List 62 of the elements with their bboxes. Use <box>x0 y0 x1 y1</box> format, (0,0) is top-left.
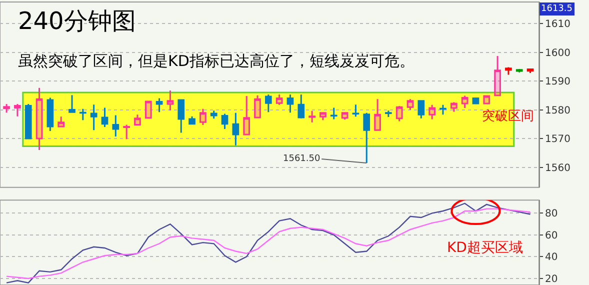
candlestick <box>374 98 381 131</box>
y-tick-label: 1570 <box>545 134 570 146</box>
y-tick-label: 60 <box>545 230 558 242</box>
candlestick <box>14 103 21 118</box>
candlestick <box>24 103 32 140</box>
candlestick <box>254 94 261 118</box>
y-tick-label: 1580 <box>545 105 570 116</box>
candlestick <box>68 94 76 114</box>
candlestick <box>494 55 501 96</box>
candlestick <box>36 87 43 151</box>
candlestick <box>264 94 272 113</box>
y-tick-label: 40 <box>545 252 558 264</box>
candlestick <box>144 100 152 119</box>
candlestick <box>461 94 468 109</box>
candlestick <box>210 110 218 120</box>
candlestick <box>46 96 54 132</box>
candlestick <box>363 112 370 164</box>
candlestick <box>505 66 512 76</box>
candlestick <box>428 104 436 120</box>
candlestick <box>188 116 196 125</box>
candlestick <box>200 108 206 126</box>
candlestick <box>483 94 490 104</box>
candlestick <box>80 108 86 121</box>
y-tick-label: 1600 <box>545 48 570 59</box>
candlestick <box>134 114 141 126</box>
text: 虽然突破了区间，但是KD指标已达高位了，短线岌岌可危。 <box>18 52 414 70</box>
y-tick-label: 1590 <box>545 76 570 88</box>
candlestick <box>3 103 10 114</box>
y-tick-label: 1610 <box>545 19 570 30</box>
candlestick <box>320 112 326 121</box>
candlestick <box>286 94 294 114</box>
candlestick <box>101 107 108 128</box>
candlestick <box>298 94 305 120</box>
y-tick-label: 80 <box>545 208 558 220</box>
candlestick <box>166 90 174 112</box>
candlestick <box>330 107 338 120</box>
y-tick-label: 1560 <box>545 162 570 174</box>
candlestick <box>178 99 185 134</box>
candlestick <box>450 102 458 113</box>
candlestick <box>112 114 120 138</box>
candlestick <box>58 116 65 128</box>
annotation: KD超买区域 <box>447 240 523 256</box>
candlestick <box>90 104 98 131</box>
candlestick <box>526 68 534 74</box>
candlestick <box>123 124 130 140</box>
y-tick-label: 20 <box>545 274 558 285</box>
candlestick <box>352 104 360 118</box>
candlestick <box>440 104 446 116</box>
candlestick <box>276 94 283 106</box>
candlestick <box>341 112 348 120</box>
candlestick <box>396 105 403 122</box>
chart-title: 240分钟图 <box>18 7 136 35</box>
candlestick <box>418 100 425 120</box>
candlestick <box>243 95 250 136</box>
text: 1613.5 <box>541 4 572 14</box>
annotation: 1561.50 <box>283 154 320 164</box>
candlestick <box>385 110 392 118</box>
candlestick <box>221 113 228 130</box>
candlestick <box>406 98 414 111</box>
candlestick <box>156 98 163 113</box>
candlestick <box>308 110 316 124</box>
candlestick <box>232 112 240 146</box>
